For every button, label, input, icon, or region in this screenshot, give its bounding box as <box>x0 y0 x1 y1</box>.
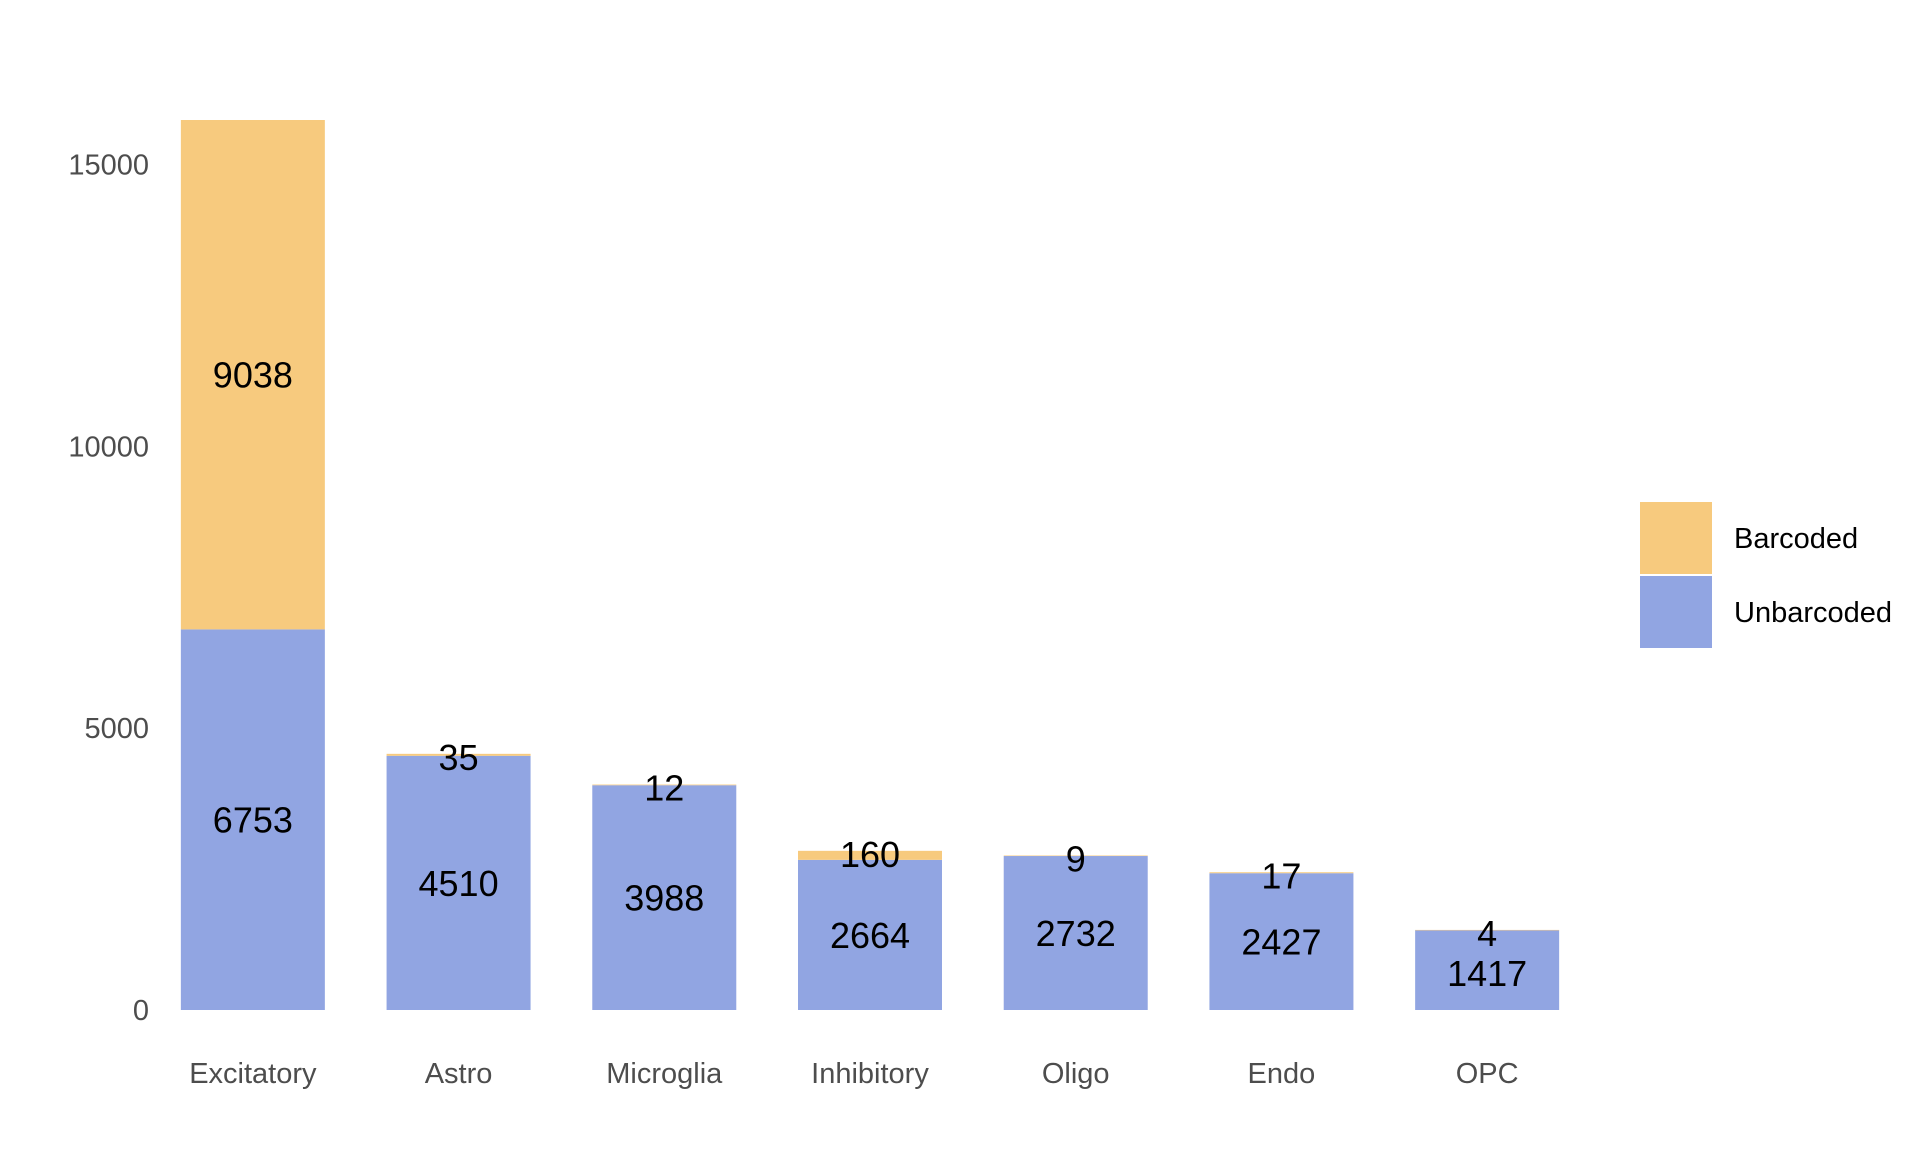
bar-excitatory-unbarcoded <box>180 629 325 1010</box>
bar-inhibitory-barcoded <box>798 850 942 860</box>
data-label-microglia-unbarcoded: 3988 <box>624 878 704 919</box>
data-label-inhibitory-barcoded: 160 <box>840 834 900 875</box>
data-label-astro-unbarcoded: 4510 <box>419 863 499 904</box>
data-label-oligo-unbarcoded: 2732 <box>1036 913 1116 954</box>
data-label-excitatory-barcoded: 9038 <box>213 355 293 396</box>
bar-microglia-barcoded <box>592 784 737 786</box>
bar-microglia-unbarcoded <box>592 785 737 1010</box>
bar-opc-barcoded <box>1415 929 1560 931</box>
y-tick-label-15000: 15000 <box>68 150 149 182</box>
bar-oligo-barcoded <box>1003 855 1148 857</box>
x-tick-label-oligo: Oligo <box>1042 1058 1110 1090</box>
bar-excitatory-barcoded <box>180 120 325 630</box>
bar-inhibitory-unbarcoded <box>798 859 942 1010</box>
data-label-inhibitory-unbarcoded: 2664 <box>830 915 910 956</box>
legend-label-unbarcoded: Unbarcoded <box>1734 597 1892 629</box>
data-label-astro-barcoded: 35 <box>439 737 479 778</box>
legend-swatch-barcoded <box>1640 502 1712 574</box>
bar-oligo-unbarcoded <box>1003 856 1148 1010</box>
x-tick-label-astro: Astro <box>425 1058 493 1090</box>
data-label-excitatory-unbarcoded: 6753 <box>213 800 293 841</box>
legend: Barcoded Unbarcoded <box>1640 502 1892 648</box>
data-label-opc-barcoded: 4 <box>1477 913 1497 954</box>
x-tick-label-opc: OPC <box>1456 1058 1519 1090</box>
data-label-opc-unbarcoded: 1417 <box>1447 953 1527 994</box>
data-label-microglia-barcoded: 12 <box>644 768 684 809</box>
bar-opc-unbarcoded <box>1415 930 1560 1010</box>
bar-endo-unbarcoded <box>1209 873 1354 1010</box>
bar-astro-unbarcoded <box>386 755 531 1010</box>
x-tick-label-excitatory: Excitatory <box>189 1058 317 1090</box>
x-tick-label-endo: Endo <box>1248 1058 1316 1090</box>
bar-astro-barcoded <box>386 753 531 756</box>
legend-label-barcoded: Barcoded <box>1734 523 1858 555</box>
x-tick-label-microglia: Microglia <box>606 1058 723 1090</box>
data-label-endo-barcoded: 17 <box>1261 855 1301 896</box>
legend-swatch-unbarcoded <box>1640 576 1712 648</box>
bars: 6753 9038 4510 35 3988 12 2664 160 2732 9 2427 17 14… <box>180 120 1560 1010</box>
y-axis: 0 5000 10000 15000 <box>68 150 149 1027</box>
y-tick-label-10000: 10000 <box>68 431 149 463</box>
y-tick-label-5000: 5000 <box>84 713 149 745</box>
data-label-endo-unbarcoded: 2427 <box>1241 922 1321 963</box>
x-tick-label-inhibitory: Inhibitory <box>811 1058 929 1090</box>
x-axis: Excitatory Astro Microglia Inhibitory Oligo E… <box>189 1058 1518 1090</box>
bar-endo-barcoded <box>1209 872 1354 874</box>
data-label-oligo-barcoded: 9 <box>1066 839 1086 880</box>
y-tick-label-0: 0 <box>133 995 149 1027</box>
